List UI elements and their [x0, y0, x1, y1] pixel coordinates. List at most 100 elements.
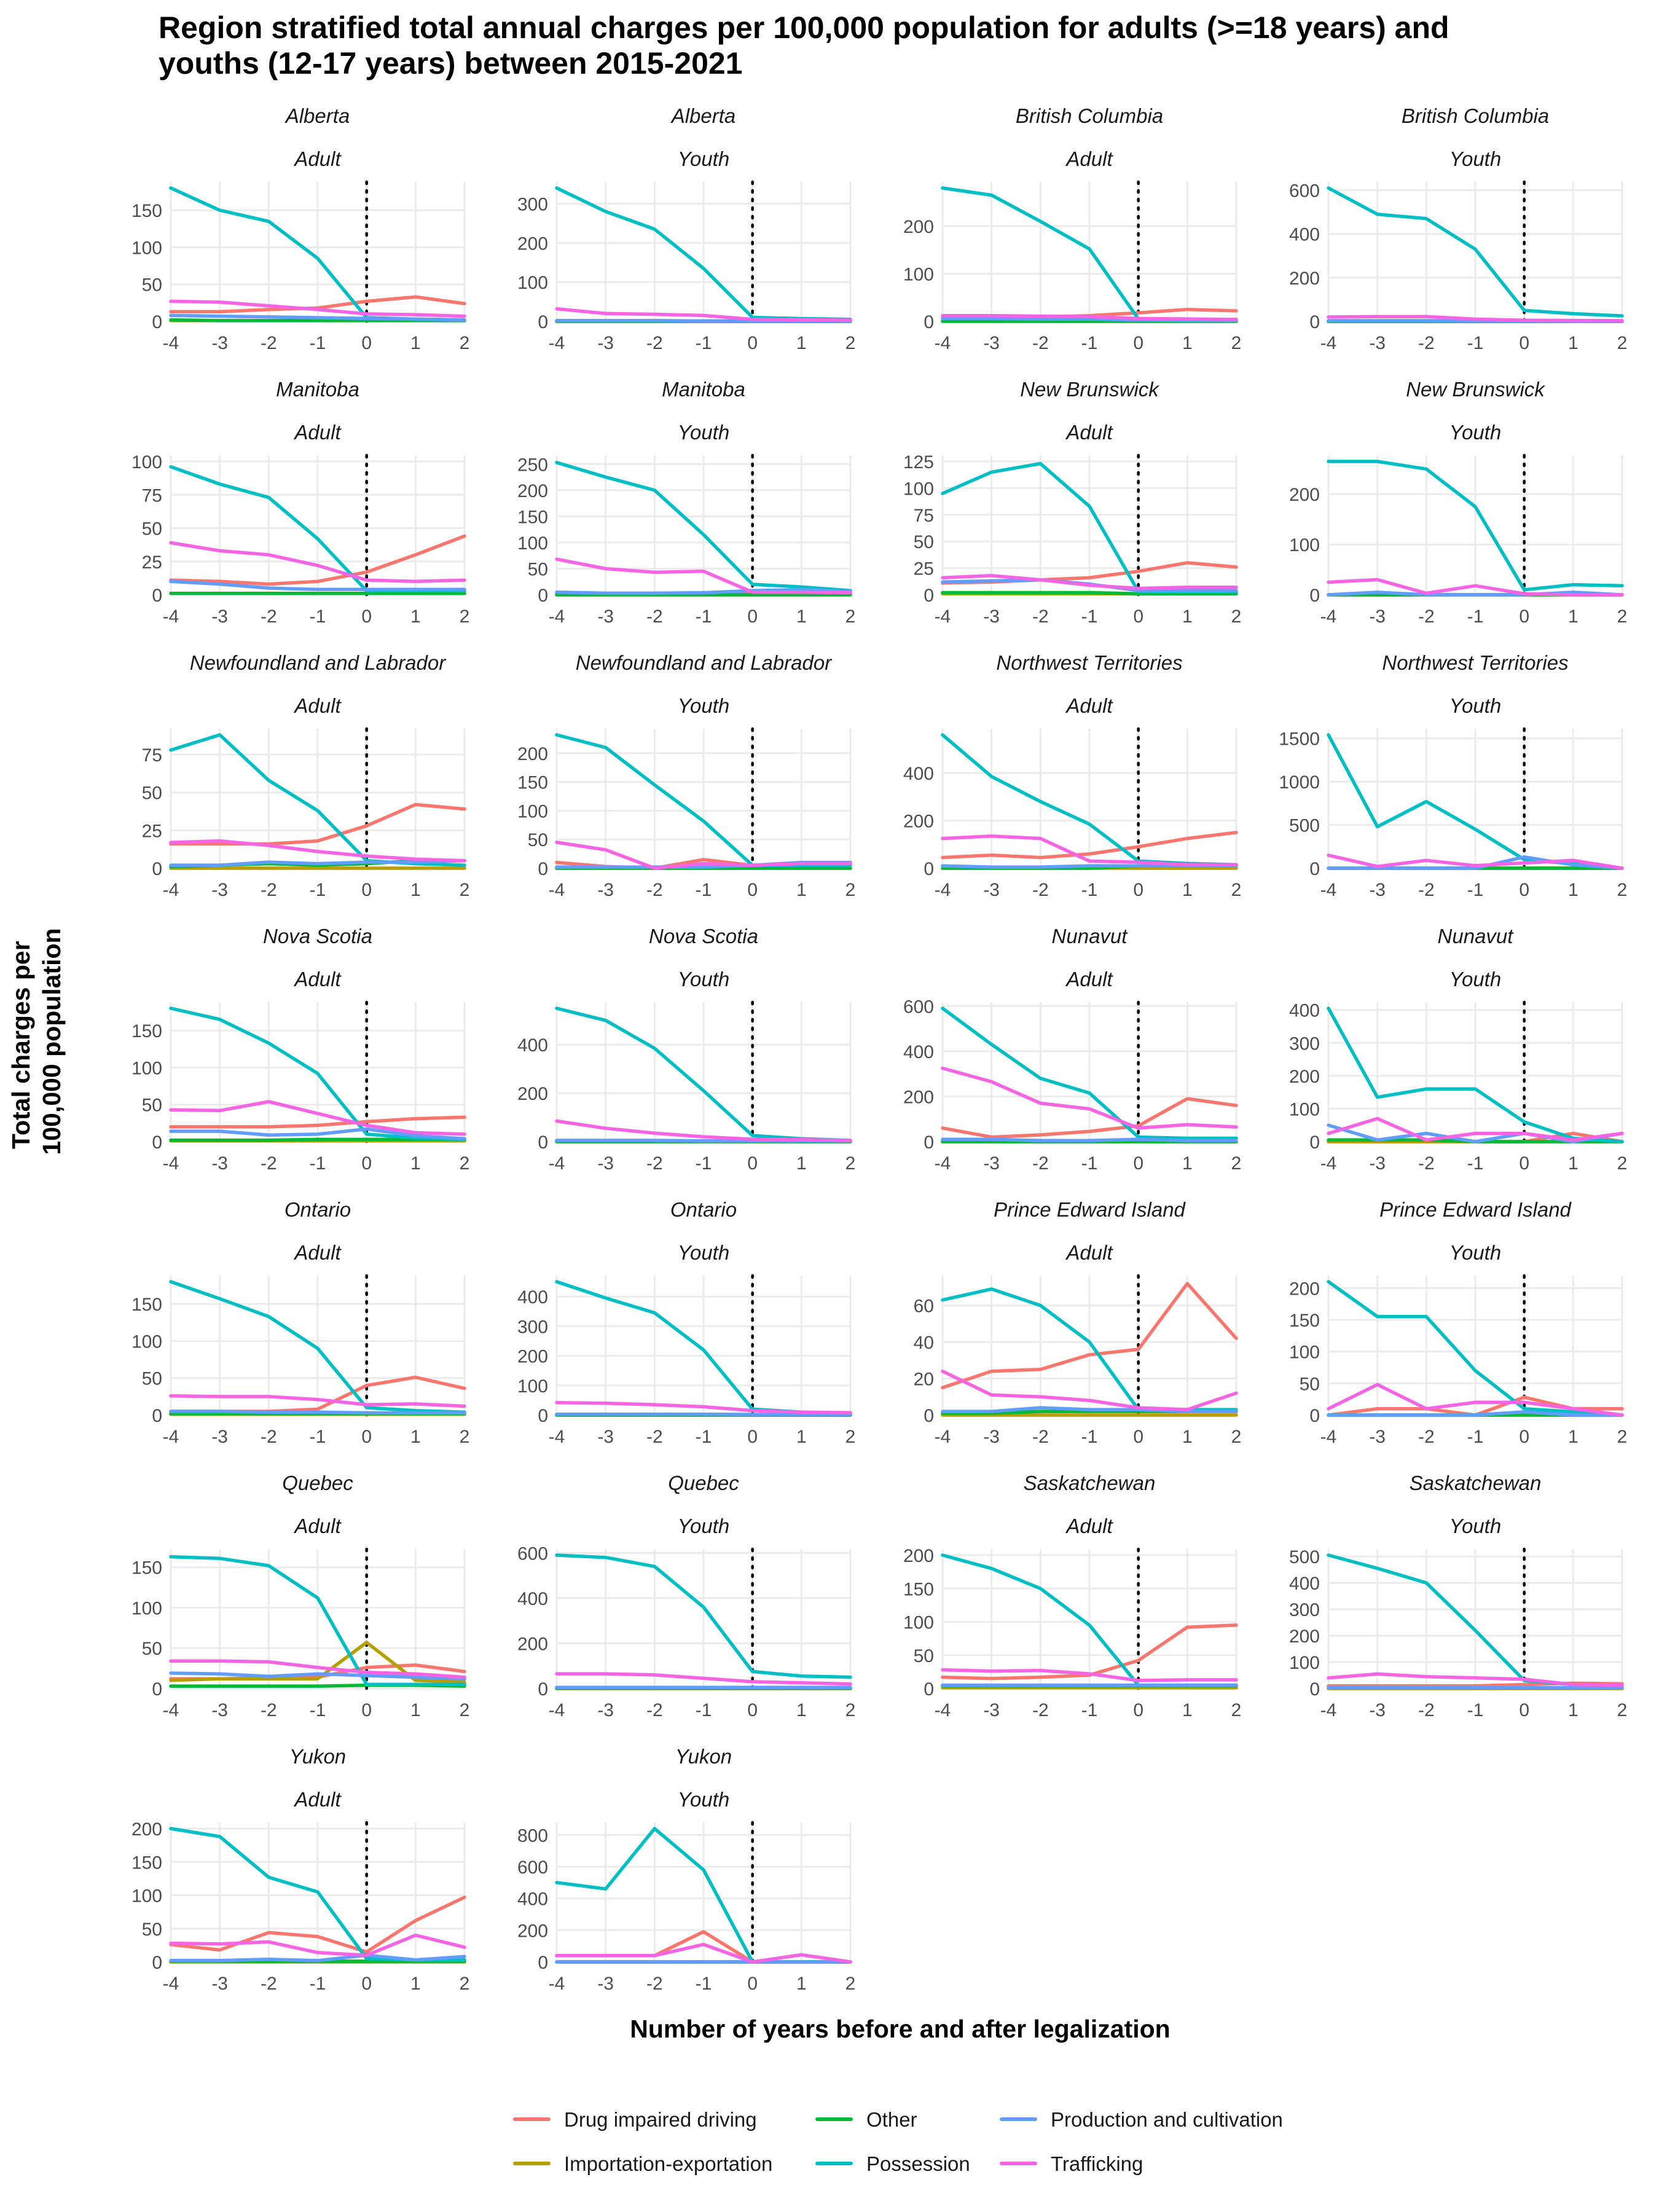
y-tick-label: 200	[517, 233, 548, 254]
x-tick-label: 1	[1182, 1153, 1193, 1174]
x-tick-label: -1	[310, 606, 326, 627]
y-tick-label: 20	[914, 1370, 934, 1390]
y-tick-label: 50	[1300, 1374, 1320, 1394]
x-tick-label: 0	[747, 1427, 758, 1447]
x-tick-label: 0	[1519, 333, 1529, 353]
panel-manitoba-youth: Manitoba Youth 0 50 100 150 200 250 -4 -3 -2 -1 0 1 2	[517, 378, 855, 627]
series-line-trafficking	[941, 574, 1238, 590]
strip-region: Alberta	[284, 104, 350, 127]
x-tick-label: -1	[1467, 1427, 1484, 1447]
y-tick-label: 0	[538, 586, 548, 606]
x-tick-label: -2	[1418, 1700, 1435, 1720]
x-tick-label: 1	[1182, 1700, 1193, 1720]
x-tick-label: -2	[1032, 333, 1049, 353]
x-tick-label: 1	[796, 606, 807, 627]
x-tick-label: 1	[410, 333, 421, 353]
series-line-trafficking	[1327, 315, 1624, 323]
series-line-possession	[1327, 460, 1624, 592]
series-line-trafficking	[941, 834, 1238, 866]
x-tick-label: 2	[845, 1974, 856, 1994]
y-tick-label: 800	[517, 1826, 548, 1846]
strip-group: Adult	[1065, 1241, 1113, 1264]
y-tick-label: 100	[517, 801, 548, 822]
y-tick-label: 200	[903, 812, 934, 832]
x-tick-label: -3	[983, 1427, 1000, 1447]
x-tick-label: -3	[983, 880, 1000, 900]
y-tick-label: 200	[1289, 485, 1320, 505]
panel-prince-edward-island-youth: Prince Edward Island Youth 0 50 100 150 200 -4 -…	[1289, 1198, 1627, 1447]
x-tick-label: 1	[796, 333, 807, 353]
y-tick-label: 125	[903, 452, 934, 473]
x-tick-label: 0	[747, 880, 758, 900]
panel-saskatchewan-adult: Saskatchewan Adult 0 50 100 150 200 -4 -3 -2 -1 0 1 2	[903, 1472, 1241, 1720]
strip-region: Nova Scotia	[263, 925, 372, 947]
x-tick-label: 1	[796, 880, 807, 900]
x-tick-label: -2	[261, 1153, 277, 1174]
panel-quebec-youth: Quebec Youth 0 200 400 600 -4 -3 -2 -1 0 1 2	[517, 1472, 855, 1720]
panel-newfoundland-and-labrador-youth: Newfoundland and Labrador Youth 0 50 100 150 2…	[517, 651, 855, 900]
y-tick-label: 50	[142, 1096, 162, 1116]
chart-title-line-1: Region stratified total annual charges p…	[159, 10, 1449, 45]
y-tick-label: 200	[517, 1084, 548, 1104]
x-tick-label: 0	[1133, 606, 1143, 627]
strip-group: Adult	[293, 1241, 342, 1264]
x-tick-label: -3	[211, 880, 228, 900]
legend-item-trafficking: Trafficking	[1000, 2152, 1143, 2175]
y-tick-label: 50	[528, 830, 548, 850]
legend-item-production-and-cultivation: Production and cultivation	[1000, 2108, 1283, 2131]
x-tick-label: -1	[310, 1700, 326, 1720]
x-tick-label: 1	[410, 1700, 421, 1720]
y-tick-label: 100	[903, 479, 934, 499]
strip-region: Prince Edward Island	[1379, 1198, 1572, 1221]
x-tick-label: -1	[1081, 1153, 1098, 1174]
x-tick-label: 2	[845, 1700, 856, 1720]
y-tick-label: 400	[517, 1889, 548, 1910]
x-tick-label: 2	[1231, 1427, 1242, 1447]
legend: Drug impaired driving Other Production and…	[513, 2108, 1283, 2175]
x-tick-label: -2	[261, 880, 277, 900]
y-tick-label: 100	[903, 1613, 934, 1633]
series-line-trafficking	[169, 1933, 466, 1957]
x-tick-label: -4	[1320, 1427, 1337, 1447]
x-tick-label: 0	[361, 606, 372, 627]
x-tick-label: 2	[1231, 606, 1242, 627]
y-tick-label: 0	[538, 1132, 548, 1153]
panel-saskatchewan-youth: Saskatchewan Youth 0 100 200 300 400 500 -4 -3 -2 -…	[1289, 1472, 1627, 1720]
series-line-trafficking	[555, 557, 852, 595]
strip-region: Saskatchewan	[1410, 1472, 1542, 1494]
x-tick-label: 1	[796, 1427, 807, 1447]
y-tick-label: 40	[914, 1333, 934, 1353]
y-tick-label: 300	[1289, 1600, 1320, 1620]
x-tick-label: -1	[310, 1153, 326, 1174]
y-tick-label: 100	[1289, 1653, 1320, 1673]
legend-item-other: Other	[815, 2108, 917, 2131]
x-tick-label: 0	[1133, 1700, 1143, 1720]
series-line-possession	[555, 1553, 852, 1679]
x-tick-label: -4	[163, 880, 179, 900]
x-tick-label: -1	[1467, 880, 1484, 900]
y-tick-label: 200	[903, 217, 934, 237]
strip-group: Youth	[1449, 147, 1501, 170]
x-tick-label: 1	[1568, 880, 1579, 900]
x-tick-label: 2	[1617, 880, 1628, 900]
series-line-drug-impaired-driving	[169, 802, 466, 846]
series-line-trafficking	[169, 839, 466, 863]
legend-item-drug-impaired-driving: Drug impaired driving	[513, 2108, 757, 2131]
x-tick-label: -3	[211, 1153, 228, 1174]
series-line-production-and-cultivation	[555, 587, 852, 595]
panel-yukon-youth: Yukon Youth 0 200 400 600 800 -4 -3 -2 -1 0 1 2	[517, 1745, 855, 1994]
strip-group: Youth	[1449, 1515, 1501, 1537]
x-tick-label: -1	[696, 1427, 712, 1447]
x-tick-label: 0	[1519, 606, 1529, 627]
y-tick-label: 0	[152, 586, 162, 606]
y-tick-label: 0	[1309, 586, 1320, 606]
x-tick-label: -2	[646, 880, 663, 900]
x-tick-label: 2	[845, 880, 856, 900]
y-tick-label: 50	[914, 1646, 934, 1666]
series-line-possession	[555, 733, 852, 868]
x-tick-label: -1	[310, 880, 326, 900]
x-tick-label: 2	[1231, 333, 1242, 353]
x-tick-label: -1	[1081, 333, 1098, 353]
x-tick-label: 0	[361, 1700, 372, 1720]
series-line-trafficking	[169, 1100, 466, 1136]
